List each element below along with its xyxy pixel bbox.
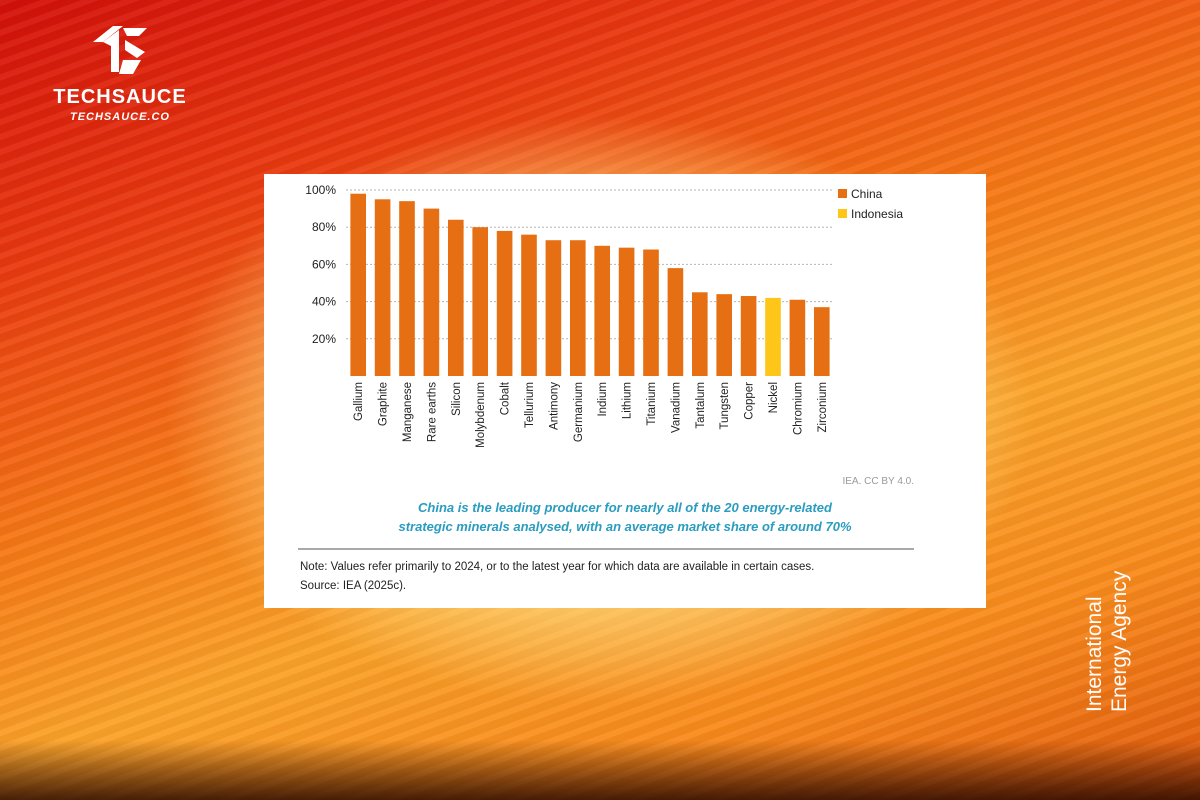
chart-credit: IEA. CC BY 4.0. <box>842 476 914 487</box>
legend-label: Indonesia <box>851 207 903 221</box>
bar <box>399 201 415 376</box>
bar <box>496 230 513 376</box>
x-tick-label: Vanadium <box>670 382 682 433</box>
bar <box>447 219 464 376</box>
caption-line-1: China is the leading producer for nearly… <box>418 500 832 515</box>
brand-site: TECHSAUCE.CO <box>69 111 170 123</box>
bar <box>521 234 537 376</box>
x-tick-label: Molybdenum <box>475 382 487 448</box>
divider <box>298 548 914 550</box>
side-label-line-1: International <box>1083 596 1106 712</box>
y-tick-label: 60% <box>312 257 336 271</box>
x-tick-label: Zirconium <box>817 382 829 432</box>
source-text: Source: IEA (2025c). <box>300 580 407 592</box>
y-tick-label: 100% <box>305 183 336 197</box>
x-tick-label: Nickel <box>768 382 780 413</box>
chart-caption: China is the leading producer for nearly… <box>264 498 986 536</box>
legend-swatch <box>838 189 847 198</box>
bar <box>667 268 684 376</box>
bar <box>350 193 367 376</box>
side-label-line-2: Energy Agency <box>1108 570 1131 712</box>
x-tick-label: Manganese <box>402 382 414 442</box>
bar <box>789 299 806 376</box>
bar <box>423 208 440 376</box>
x-tick-label: Titanium <box>646 382 658 426</box>
notes: Note: Values refer primarily to 2024, or… <box>300 558 814 596</box>
x-tick-label: Copper <box>744 382 756 420</box>
bar <box>594 245 611 376</box>
bar-chart: 20% 40% 60% 80% 100% Gallium Graphite Manganese… <box>305 183 903 448</box>
bar <box>618 247 635 376</box>
bar <box>765 297 781 376</box>
techsauce-mark-icon <box>93 26 147 74</box>
x-tick-label: Silicon <box>451 382 463 416</box>
bar <box>545 240 562 376</box>
y-tick-label: 40% <box>312 295 336 309</box>
x-tick-label: Chromium <box>792 382 804 435</box>
x-tick-label: Graphite <box>378 382 390 426</box>
y-tick-label: 20% <box>312 332 336 346</box>
x-tick-label: Tellurium <box>524 382 536 428</box>
x-tick-label: Gallium <box>353 382 365 421</box>
bar <box>472 227 489 376</box>
x-tick-label: Cobalt <box>500 381 512 415</box>
techsauce-logo: TECHSAUCE TECHSAUCE.CO <box>50 22 190 123</box>
x-tick-label: Indium <box>597 382 609 417</box>
x-tick-label: Tungsten <box>719 382 731 430</box>
x-tick-label: Tantalum <box>695 382 707 429</box>
x-tick-label: Antimony <box>548 382 560 430</box>
x-tick-label: Lithium <box>622 382 634 419</box>
legend-swatch <box>838 209 847 218</box>
bar <box>740 296 757 376</box>
note-text: Note: Values refer primarily to 2024, or… <box>300 561 815 573</box>
chart-card: 20% 40% 60% 80% 100% Gallium Graphite Manganese… <box>264 174 986 608</box>
y-tick-label: 80% <box>312 220 336 234</box>
side-label: International Energy Agency <box>1082 412 1132 712</box>
bar <box>691 292 708 376</box>
bar <box>374 199 391 376</box>
caption-line-2: strategic minerals analysed, with an ave… <box>398 519 852 534</box>
bar <box>569 240 586 376</box>
bar <box>643 249 659 376</box>
legend-label: China <box>851 187 883 201</box>
brand-name: TECHSAUCE <box>53 86 187 108</box>
bottom-shade <box>0 740 1200 800</box>
bar <box>813 307 830 376</box>
x-tick-label: Rare earths <box>426 382 438 442</box>
bar <box>716 294 733 376</box>
x-tick-label: Germanium <box>573 382 585 442</box>
